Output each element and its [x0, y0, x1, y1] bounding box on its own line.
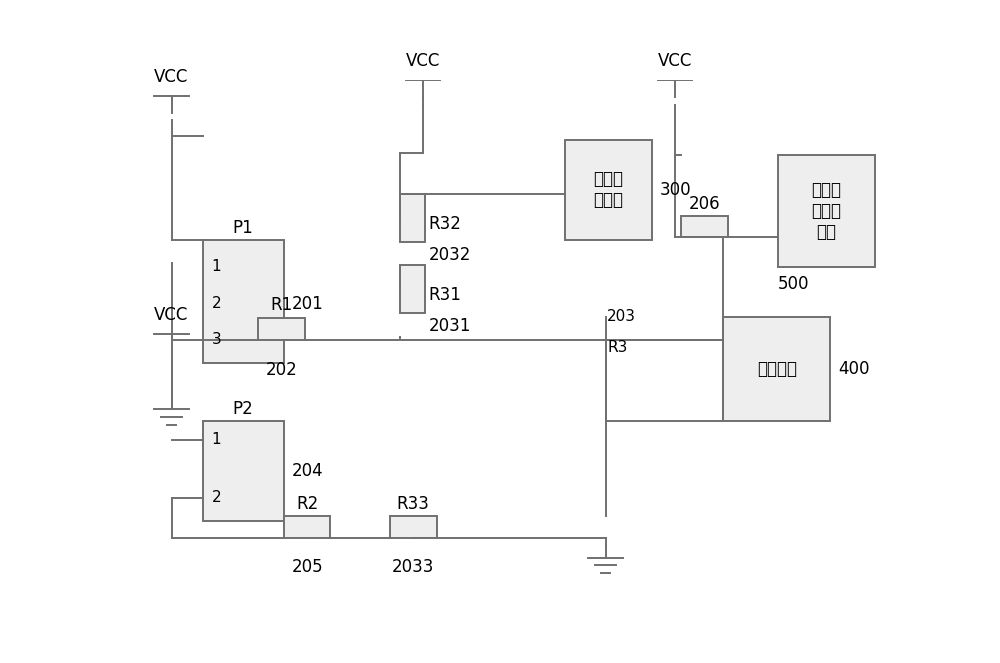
- Text: 2033: 2033: [392, 558, 434, 575]
- Bar: [258, 318, 305, 340]
- Text: 2: 2: [212, 296, 221, 311]
- Bar: [400, 194, 425, 242]
- Text: 2031: 2031: [429, 317, 471, 335]
- Text: VCC: VCC: [406, 52, 441, 70]
- Text: 3: 3: [212, 332, 222, 347]
- Bar: [202, 240, 284, 363]
- Text: 203: 203: [607, 310, 636, 324]
- Bar: [202, 420, 284, 520]
- Text: 400: 400: [838, 360, 870, 378]
- Text: 2: 2: [212, 490, 221, 505]
- Text: 201: 201: [292, 294, 323, 313]
- Text: 205: 205: [291, 558, 323, 575]
- Text: 压力信
号采集
电路: 压力信 号采集 电路: [811, 182, 841, 241]
- Text: P2: P2: [232, 400, 253, 418]
- Text: R2: R2: [296, 495, 318, 513]
- Text: R1: R1: [270, 296, 293, 314]
- Text: R33: R33: [397, 495, 430, 513]
- Text: R31: R31: [429, 286, 462, 304]
- Bar: [400, 265, 425, 313]
- Text: VCC: VCC: [658, 52, 692, 70]
- Text: 500: 500: [778, 274, 809, 292]
- Text: 1: 1: [212, 432, 221, 448]
- Text: 300: 300: [660, 181, 691, 199]
- Text: P1: P1: [232, 219, 253, 237]
- Text: R3: R3: [607, 340, 627, 355]
- Text: 类型判
断电路: 类型判 断电路: [594, 170, 624, 209]
- Bar: [778, 155, 875, 267]
- Text: 206: 206: [689, 195, 721, 213]
- Text: 204: 204: [292, 461, 323, 480]
- Bar: [565, 140, 652, 240]
- Bar: [681, 216, 728, 237]
- Bar: [284, 516, 330, 538]
- Text: 202: 202: [266, 361, 297, 379]
- Bar: [390, 516, 437, 538]
- Text: 1: 1: [212, 259, 221, 274]
- Text: VCC: VCC: [154, 306, 189, 324]
- Bar: [723, 317, 830, 420]
- Text: 2032: 2032: [429, 246, 471, 264]
- Text: R32: R32: [429, 215, 462, 233]
- Text: VCC: VCC: [154, 68, 189, 86]
- Text: 稳定电路: 稳定电路: [757, 360, 797, 378]
